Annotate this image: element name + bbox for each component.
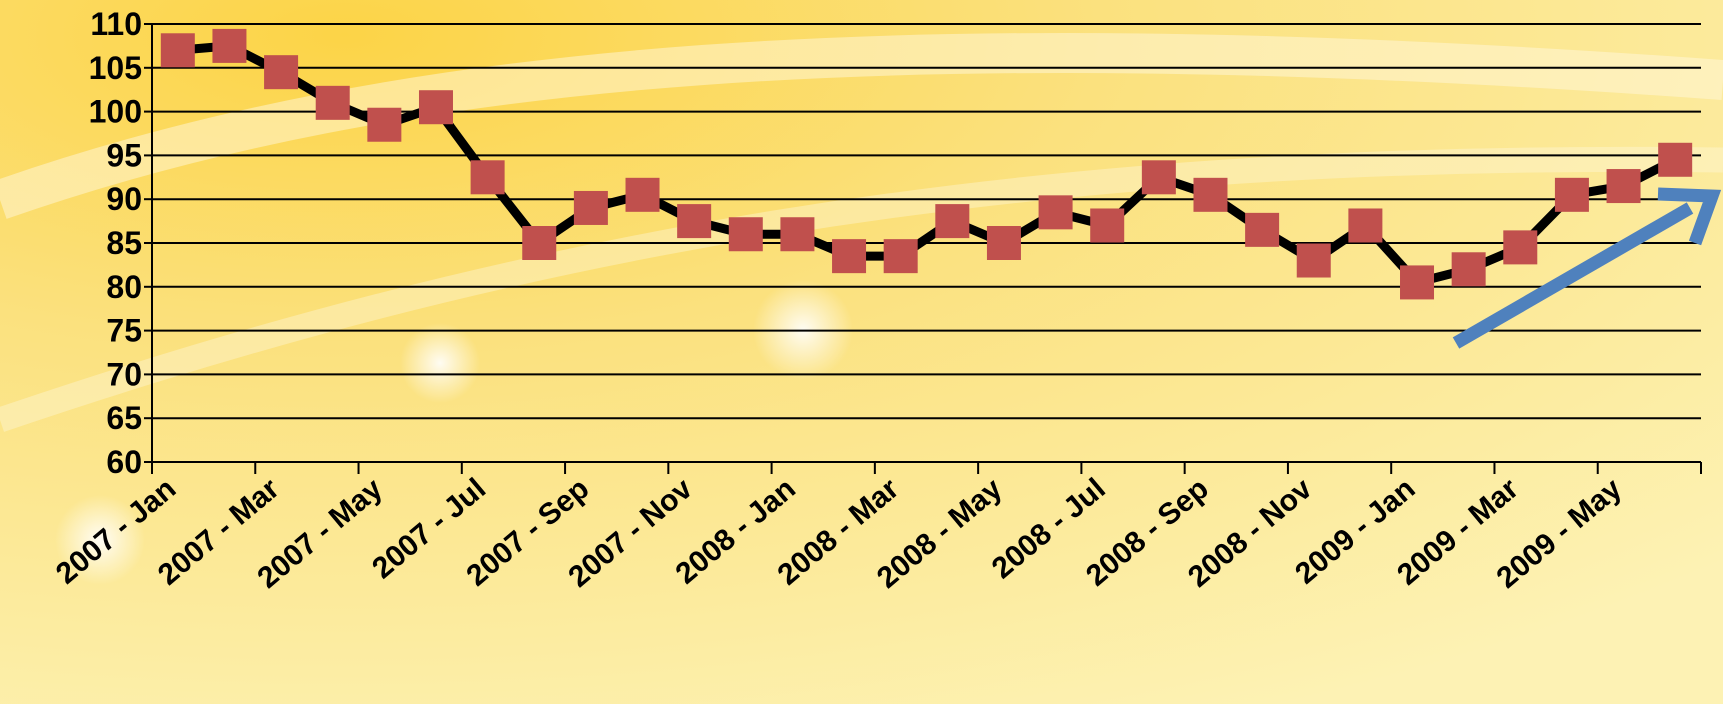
data-marker (522, 226, 557, 260)
data-marker (1245, 212, 1280, 247)
y-tick-label: 80 (106, 269, 142, 305)
data-marker (160, 33, 195, 68)
y-tick-label: 60 (106, 444, 142, 480)
data-marker (1038, 195, 1073, 230)
data-marker (832, 239, 867, 274)
data-marker (1348, 208, 1383, 243)
data-marker (1090, 208, 1125, 243)
data-marker (1193, 177, 1228, 212)
data-marker (1400, 265, 1435, 300)
data-marker (573, 190, 608, 225)
y-tick-label: 90 (106, 181, 142, 217)
data-marker (1658, 142, 1693, 177)
arrow-shaft (1452, 202, 1694, 349)
data-marker (780, 217, 815, 252)
glow (400, 323, 480, 403)
glow (55, 495, 145, 585)
data-marker (1451, 252, 1486, 287)
y-tick-label: 100 (89, 94, 142, 130)
data-marker (883, 239, 918, 274)
light-streak (0, 146, 1723, 432)
data-marker (1554, 177, 1589, 212)
data-marker (1503, 230, 1538, 265)
data-marker (1141, 160, 1176, 195)
data-marker (986, 226, 1021, 260)
data-marker (367, 107, 402, 142)
y-tick-label: 75 (106, 313, 142, 349)
arrow-head (1657, 187, 1722, 246)
data-marker (1296, 243, 1331, 278)
data-marker (418, 90, 453, 125)
data-marker (625, 177, 660, 212)
data-marker (315, 85, 350, 120)
data-marker (935, 204, 970, 239)
y-tick-label: 85 (106, 225, 142, 261)
y-tick-label: 95 (106, 137, 142, 173)
y-tick-label: 110 (90, 6, 142, 42)
data-marker (212, 28, 247, 63)
y-tick-label: 105 (89, 50, 142, 86)
data-marker (677, 204, 712, 239)
y-tick-label: 70 (106, 356, 142, 392)
data-marker (264, 55, 299, 90)
y-tick-label: 65 (106, 400, 142, 436)
data-marker (1606, 169, 1641, 204)
light-streak (0, 33, 1723, 219)
data-marker (728, 217, 763, 252)
data-marker (470, 160, 505, 195)
trend-arrow (1452, 187, 1722, 349)
